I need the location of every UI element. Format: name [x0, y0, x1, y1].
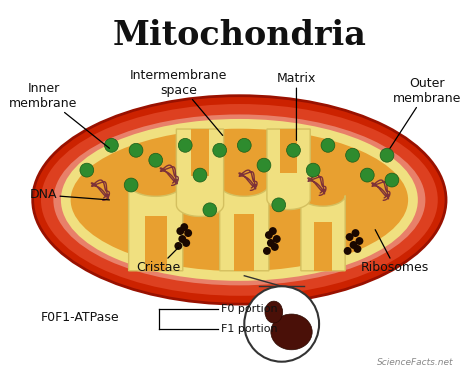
- Circle shape: [193, 168, 207, 182]
- Ellipse shape: [41, 104, 438, 296]
- Text: F0 portion: F0 portion: [221, 304, 277, 314]
- Text: Matrix: Matrix: [277, 72, 316, 140]
- Circle shape: [273, 235, 281, 243]
- Circle shape: [244, 286, 319, 362]
- Circle shape: [272, 198, 286, 212]
- Polygon shape: [267, 129, 310, 210]
- Text: Ribosomes: Ribosomes: [361, 230, 429, 274]
- Text: F0F1-ATPase: F0F1-ATPase: [41, 310, 119, 324]
- Text: ScienceFacts.net: ScienceFacts.net: [377, 358, 454, 367]
- Polygon shape: [219, 184, 269, 271]
- Circle shape: [306, 163, 320, 177]
- Text: Mitochondria: Mitochondria: [112, 19, 366, 52]
- Circle shape: [178, 138, 192, 152]
- Text: F1 portion: F1 portion: [221, 324, 277, 334]
- Circle shape: [124, 178, 138, 192]
- Circle shape: [360, 168, 374, 182]
- Text: Inner
membrane: Inner membrane: [9, 82, 109, 148]
- Circle shape: [213, 143, 227, 157]
- Circle shape: [257, 158, 271, 172]
- Text: DNA: DNA: [30, 189, 109, 201]
- Circle shape: [237, 138, 251, 152]
- Circle shape: [287, 143, 301, 157]
- Circle shape: [105, 138, 118, 152]
- Circle shape: [350, 241, 357, 249]
- Circle shape: [356, 237, 364, 245]
- Polygon shape: [176, 129, 224, 216]
- Ellipse shape: [33, 96, 446, 304]
- Circle shape: [265, 231, 273, 239]
- Text: Cristae: Cristae: [137, 248, 181, 274]
- Circle shape: [180, 223, 188, 231]
- Ellipse shape: [265, 301, 283, 323]
- Polygon shape: [235, 214, 254, 271]
- Circle shape: [385, 173, 399, 187]
- Circle shape: [321, 138, 335, 152]
- Circle shape: [178, 235, 186, 243]
- Circle shape: [346, 233, 354, 241]
- Circle shape: [149, 153, 163, 167]
- Circle shape: [269, 227, 277, 235]
- Polygon shape: [301, 195, 345, 271]
- Circle shape: [203, 203, 217, 217]
- Circle shape: [184, 229, 192, 237]
- Circle shape: [344, 247, 352, 255]
- Circle shape: [80, 163, 94, 177]
- Polygon shape: [128, 183, 183, 271]
- Circle shape: [182, 239, 190, 247]
- Circle shape: [352, 229, 359, 237]
- Circle shape: [176, 227, 184, 235]
- Circle shape: [267, 239, 275, 247]
- Ellipse shape: [54, 114, 425, 285]
- Circle shape: [354, 245, 361, 253]
- Ellipse shape: [70, 127, 409, 273]
- Polygon shape: [314, 222, 332, 271]
- Circle shape: [263, 247, 271, 255]
- Circle shape: [174, 242, 182, 250]
- Ellipse shape: [271, 314, 312, 350]
- Circle shape: [129, 143, 143, 157]
- Circle shape: [346, 148, 359, 162]
- Circle shape: [380, 148, 394, 162]
- Circle shape: [271, 243, 279, 251]
- Polygon shape: [280, 129, 297, 173]
- Polygon shape: [191, 129, 210, 176]
- Text: Intermembrane
space: Intermembrane space: [130, 69, 227, 135]
- Polygon shape: [145, 216, 166, 271]
- Text: Outer
membrane: Outer membrane: [390, 77, 462, 148]
